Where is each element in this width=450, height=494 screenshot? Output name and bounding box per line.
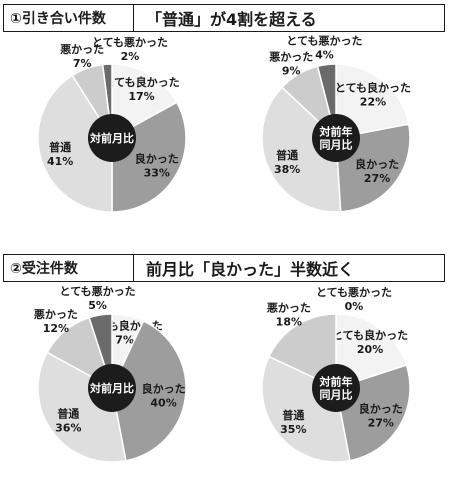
pie-center-label: 同月比 [320, 388, 353, 402]
panel-headline: 「普通」が4割を超える [146, 10, 317, 29]
pie-slice [111, 63, 178, 140]
slice-label: 悪かった [269, 50, 313, 63]
slice-value-label: 12% [43, 322, 69, 335]
slice-label: 普通 [276, 148, 298, 162]
slice-value-label: 35% [280, 423, 306, 436]
pie-slice [111, 320, 187, 462]
panel-header: ②受注件数 前月比「良かった」半数近く [3, 254, 445, 282]
slice-label: 悪かった [34, 308, 78, 321]
slice-value-label: 9% [282, 64, 301, 77]
slice-value-label: 0% [345, 300, 364, 313]
slice-value-label: 7% [115, 333, 134, 346]
slice-value-label: 41% [47, 155, 73, 168]
slice-value-label: 22% [360, 95, 386, 108]
slice-value-label: 18% [276, 316, 302, 329]
slice-value-label: 4% [315, 49, 334, 62]
slice-value-label: 27% [364, 172, 390, 185]
pie-center [312, 114, 360, 162]
panel-header: ①引き合い件数 「普通」が4割を超える [3, 4, 445, 32]
slice-label: とても悪かった [316, 286, 392, 299]
slice-label: とても悪かった [286, 35, 362, 48]
pie-center-label: 対前月比 [89, 381, 134, 395]
slice-label: とても良かった [103, 75, 179, 89]
slice-label: 良かった [135, 151, 179, 165]
panel-inquiries: ①引き合い件数 「普通」が4割を超える とても良かった 17% 良かった 33% 普通 4… [0, 0, 450, 244]
panel-label: ②受注件数 [4, 255, 134, 281]
pie-slice [268, 313, 337, 390]
slice-label: 悪かった [60, 43, 104, 56]
slice-value-label: 7% [73, 57, 92, 70]
slice-value-label: 2% [121, 50, 140, 63]
slice-label: 良かった [359, 401, 403, 415]
slice-label: 良かった [355, 157, 399, 171]
pie-chart-pair: とても良かった17%良かった33%普通41%悪かった7%とても悪かった2%対前月… [37, 35, 411, 213]
pie-center-label: 同月比 [320, 138, 353, 152]
slice-value-label: 38% [274, 163, 300, 176]
slice-value-label: 40% [150, 397, 176, 410]
pie-center-label: 対前年 [319, 375, 353, 389]
panel-headline: 前月比「良かった」半数近く [146, 260, 355, 279]
pie-center-label: 対前年 [319, 125, 353, 139]
slice-label: 良かった [142, 382, 186, 396]
slice-label: 普通 [57, 407, 79, 421]
slice-label: とても良かった [332, 328, 408, 342]
slice-label: とても悪かった [60, 285, 136, 298]
panel-orders: ②受注件数 前月比「良かった」半数近く とても良かった 7% 良かった 40% 普通 36… [0, 250, 450, 494]
pie-center [88, 364, 136, 412]
panel-label: ①引き合い件数 [4, 5, 134, 31]
pie-center [88, 114, 136, 162]
slice-label: とても良かった [335, 80, 411, 94]
slice-label: 悪かった [267, 302, 311, 315]
slice-value-label: 33% [144, 166, 170, 179]
pie-slice [335, 313, 408, 390]
pie-slice [335, 63, 410, 139]
slice-value-label: 17% [128, 90, 154, 103]
slice-label: とても悪かった [92, 36, 168, 49]
pie-chart: とても良かった7%良かった40%普通36%悪かった12%とても悪かった5%対前月… [34, 285, 187, 463]
pie-slice [261, 86, 342, 213]
slice-label: 普通 [282, 408, 304, 422]
pie-center [312, 364, 360, 412]
slice-value-label: 27% [368, 416, 394, 429]
slice-value-label: 5% [88, 299, 107, 312]
slice-value-label: 36% [55, 422, 81, 435]
pie-slice [37, 351, 127, 463]
pie-chart-pair: とても良かった7%良かった40%普通36%悪かった12%とても悪かった5%対前月… [34, 285, 411, 463]
pie-center-label: 対前月比 [89, 131, 134, 145]
slice-value-label: 20% [357, 343, 383, 356]
pie-slice [261, 355, 351, 463]
slice-label: 普通 [49, 140, 71, 154]
